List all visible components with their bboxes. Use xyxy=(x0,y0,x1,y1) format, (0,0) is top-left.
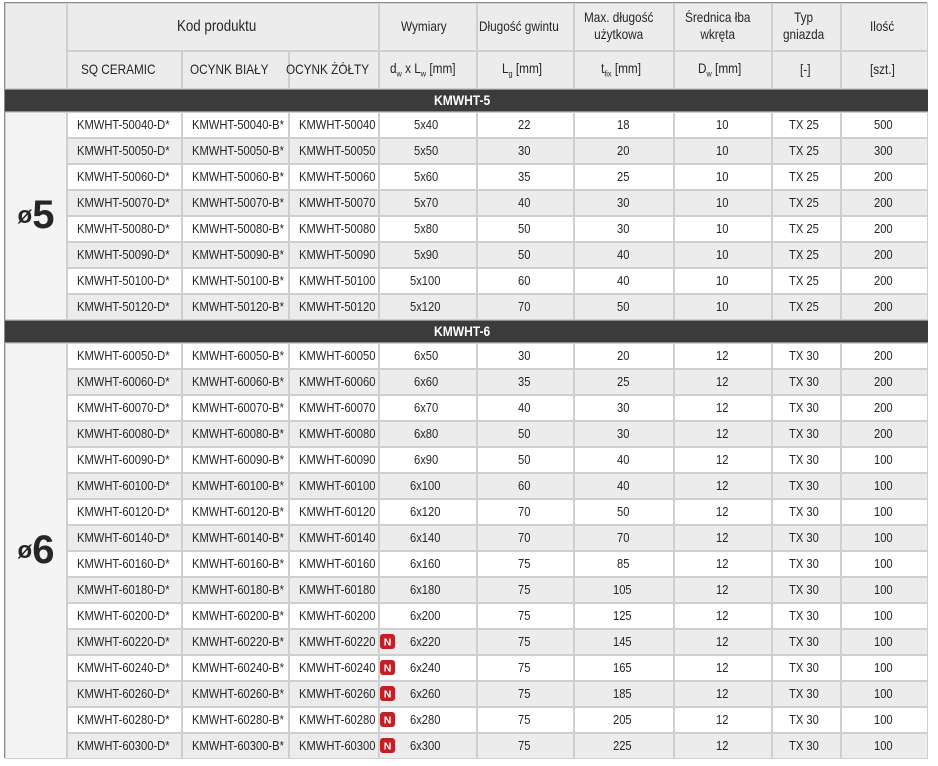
svg-text:N: N xyxy=(383,689,391,701)
svg-text:N: N xyxy=(383,741,391,753)
svg-text:N: N xyxy=(383,637,391,649)
svg-text:N: N xyxy=(383,663,391,675)
svg-text:N: N xyxy=(383,715,391,727)
